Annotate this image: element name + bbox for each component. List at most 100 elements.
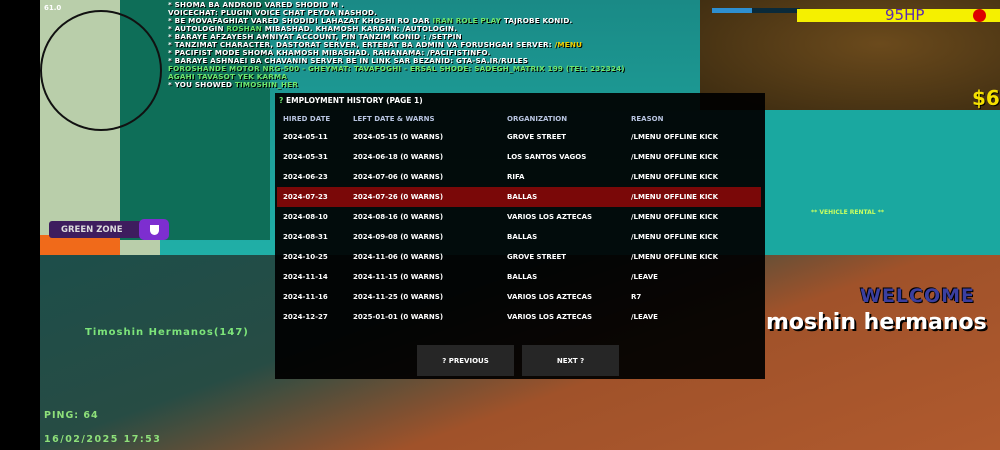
- chat-line: * BARAYE ASHNAEI BA CHAVANIN SERVER BE I…: [168, 57, 625, 65]
- col-reason: REASON: [631, 115, 664, 123]
- player-name-tag: Timoshin Hermanos(147): [85, 327, 249, 338]
- chat-line: * TANZIMAT CHARACTER, DASTORAT SERVER, E…: [168, 41, 625, 49]
- cell-hired-date: 2024-12-27: [283, 313, 328, 321]
- welcome-name: moshin hermanos: [766, 310, 987, 335]
- cell-organization: VARIOS LOS AZTECAS: [507, 293, 593, 301]
- table-row[interactable]: 2024-08-31 2024-09-08 (0 WARNS) BALLAS/LME…: [277, 227, 761, 247]
- cell-reason: R7: [631, 293, 642, 301]
- dialog-title: ? EMPLOYMENT HISTORY (PAGE 1): [279, 96, 423, 105]
- chat-text: FOROSHANDE MOTOR NRG-500 - GHEYMAT: TAVA…: [168, 64, 625, 73]
- health-bar: [797, 9, 1000, 22]
- cell-organization: GROVE STREET: [507, 133, 567, 141]
- cell-reason: /LMENU OFFLINE KICK: [631, 173, 718, 181]
- next-button[interactable]: NEXT ?: [522, 345, 619, 376]
- armor-bar: [712, 8, 800, 13]
- cell-left-date: 2025-01-01 (0 WARNS): [353, 313, 444, 321]
- col-left-date: LEFT DATE & WARNS: [353, 115, 435, 123]
- cell-hired-date: 2024-06-23: [283, 173, 328, 181]
- chat-text: AGAHI TAVASOT YEK KARMA: [168, 72, 288, 81]
- chat-line: * YOU SHOWED TIMOSHIN_HER: [168, 81, 625, 89]
- cell-organization: BALLAS: [507, 193, 538, 201]
- cell-reason: /LEAVE: [631, 313, 658, 321]
- chat-line: * BE MOVAFAGHIAT VARED SHODID! LAHAZAT K…: [168, 17, 625, 25]
- green-zone-label: GREEN ZONE: [49, 221, 149, 238]
- ping-text: PING: 64: [44, 410, 99, 421]
- table-row[interactable]: 2024-11-16 2024-11-25 (0 WARNS) VARIOS LOS…: [277, 287, 761, 307]
- cell-reason: /LMENU OFFLINE KICK: [631, 193, 718, 201]
- table-row[interactable]: 2024-06-23 2024-07-06 (0 WARNS) RIFA/LMENU…: [277, 167, 761, 187]
- chat-text: TAJROBE KONID.: [501, 16, 573, 25]
- chat-text: TIMOSHIN_HER: [234, 80, 299, 89]
- table-row[interactable]: 2024-05-31 2024-06-18 (0 WARNS) LOS SANTOS…: [277, 147, 761, 167]
- cell-hired-date: 2024-07-23: [283, 193, 328, 201]
- armor-fill: [712, 8, 752, 13]
- col-hired-date: HIRED DATE: [283, 115, 331, 123]
- chat-text: * AUTOLOGIN: [168, 24, 227, 33]
- chat-line: AGAHI TAVASOT YEK KARMA: [168, 73, 625, 81]
- chat-text: VOICECHAT: PLUGIN VOICE CHAT PEYDA NASHO…: [168, 8, 378, 17]
- cell-left-date: 2024-06-18 (0 WARNS): [353, 153, 444, 161]
- money-text: $6: [972, 86, 1000, 110]
- cell-reason: /LMENU OFFLINE KICK: [631, 213, 718, 221]
- cell-left-date: 2024-11-25 (0 WARNS): [353, 293, 444, 301]
- chat-line: * AUTOLOGIN ROSHAN MIBASHAD. KHAMOSH KAR…: [168, 25, 625, 33]
- col-organization: ORGANIZATION: [507, 115, 568, 123]
- cell-organization: LOS SANTOS VAGOS: [507, 153, 587, 161]
- cell-left-date: 2024-09-08 (0 WARNS): [353, 233, 444, 241]
- chat-text: * BE MOVAFAGHIAT VARED SHODID! LAHAZAT K…: [168, 16, 433, 25]
- cell-hired-date: 2024-05-31: [283, 153, 328, 161]
- green-zone-badge: GREEN ZONE: [49, 219, 169, 240]
- chat-line: * BARAYE AFZAYESH AMNIYAT ACCOUNT, PIN T…: [168, 33, 625, 41]
- chat-text: * YOU SHOWED: [168, 80, 235, 89]
- cell-reason: /LMENU OFFLINE KICK: [631, 153, 718, 161]
- chat-text: * BARAYE ASHNAEI BA CHAVANIN SERVER BE I…: [168, 56, 529, 65]
- chat-line: FOROSHANDE MOTOR NRG-500 - GHEYMAT: TAVA…: [168, 65, 625, 73]
- chat-line: VOICECHAT: PLUGIN VOICE CHAT PEYDA NASHO…: [168, 9, 625, 17]
- cell-left-date: 2024-05-15 (0 WARNS): [353, 133, 444, 141]
- cell-organization: RIFA: [507, 173, 525, 181]
- scene-park: [765, 110, 1000, 260]
- cell-reason: /LMENU OFFLINE KICK: [631, 233, 718, 241]
- scene-left-bar: [0, 0, 40, 450]
- health-heart-icon: [973, 9, 986, 22]
- cell-hired-date: 2024-08-10: [283, 213, 328, 221]
- chat-text: * SHOMA BA ANDROID VARED SHODID M .: [168, 0, 345, 9]
- cell-left-date: 2024-11-15 (0 WARNS): [353, 273, 444, 281]
- chat-text: IRAN ROLE PLAY: [432, 16, 502, 25]
- chat-log: * SHOMA BA ANDROID VARED SHODID M . VOIC…: [168, 1, 625, 89]
- table-row[interactable]: 2024-08-10 2024-08-16 (0 WARNS) VARIOS LOS…: [277, 207, 761, 227]
- chat-text: * PACIFIST MODE SHOMA KHAMOSH MIBASHAD. …: [168, 48, 491, 57]
- table-row[interactable]: 2024-07-23 2024-07-26 (0 WARNS) BALLAS/LME…: [277, 187, 761, 207]
- cell-left-date: 2024-07-26 (0 WARNS): [353, 193, 444, 201]
- table-row[interactable]: 2024-05-11 2024-05-15 (0 WARNS) GROVE STRE…: [277, 127, 761, 147]
- cell-organization: GROVE STREET: [507, 253, 567, 261]
- table-header: HIRED DATE LEFT DATE & WARNS ORGANIZATIO…: [277, 109, 761, 129]
- cell-hired-date: 2024-10-25: [283, 253, 328, 261]
- cell-left-date: 2024-11-06 (0 WARNS): [353, 253, 444, 261]
- health-text: 95HP: [885, 6, 925, 24]
- cell-hired-date: 2024-11-16: [283, 293, 328, 301]
- table-row[interactable]: 2024-10-25 2024-11-06 (0 WARNS) GROVE STRE…: [277, 247, 761, 267]
- chat-text: * BARAYE AFZAYESH AMNIYAT ACCOUNT, PIN T…: [168, 32, 462, 41]
- table-row[interactable]: 2024-12-27 2025-01-01 (0 WARNS) VARIOS LOS…: [277, 307, 761, 327]
- minimap-radar[interactable]: [40, 10, 162, 131]
- chat-text: MIBASHAD. KHAMOSH KARDAN: /AUTOLOGIN.: [262, 24, 458, 33]
- chat-line: * PACIFIST MODE SHOMA KHAMOSH MIBASHAD. …: [168, 49, 625, 57]
- shield-icon: [139, 219, 169, 240]
- cell-organization: VARIOS LOS AZTECAS: [507, 213, 593, 221]
- table-row[interactable]: 2024-11-14 2024-11-15 (0 WARNS) BALLAS/LEA…: [277, 267, 761, 287]
- previous-button[interactable]: ? PREVIOUS: [417, 345, 514, 376]
- datetime-text: 16/02/2025 17:53: [44, 434, 162, 445]
- cell-organization: BALLAS: [507, 273, 538, 281]
- vehicle-rental-label: ** VEHICLE RENTAL **: [811, 209, 884, 216]
- cell-reason: /LEAVE: [631, 273, 658, 281]
- chat-line: * SHOMA BA ANDROID VARED SHODID M .: [168, 1, 625, 9]
- cell-hired-date: 2024-08-31: [283, 233, 328, 241]
- cell-reason: /LMENU OFFLINE KICK: [631, 253, 718, 261]
- cell-reason: /LMENU OFFLINE KICK: [631, 133, 718, 141]
- cell-left-date: 2024-07-06 (0 WARNS): [353, 173, 444, 181]
- chat-text: * TANZIMAT CHARACTER, DASTORAT SERVER, E…: [168, 40, 555, 49]
- cell-hired-date: 2024-11-14: [283, 273, 328, 281]
- chat-text: /MENU: [554, 40, 583, 49]
- cell-left-date: 2024-08-16 (0 WARNS): [353, 213, 444, 221]
